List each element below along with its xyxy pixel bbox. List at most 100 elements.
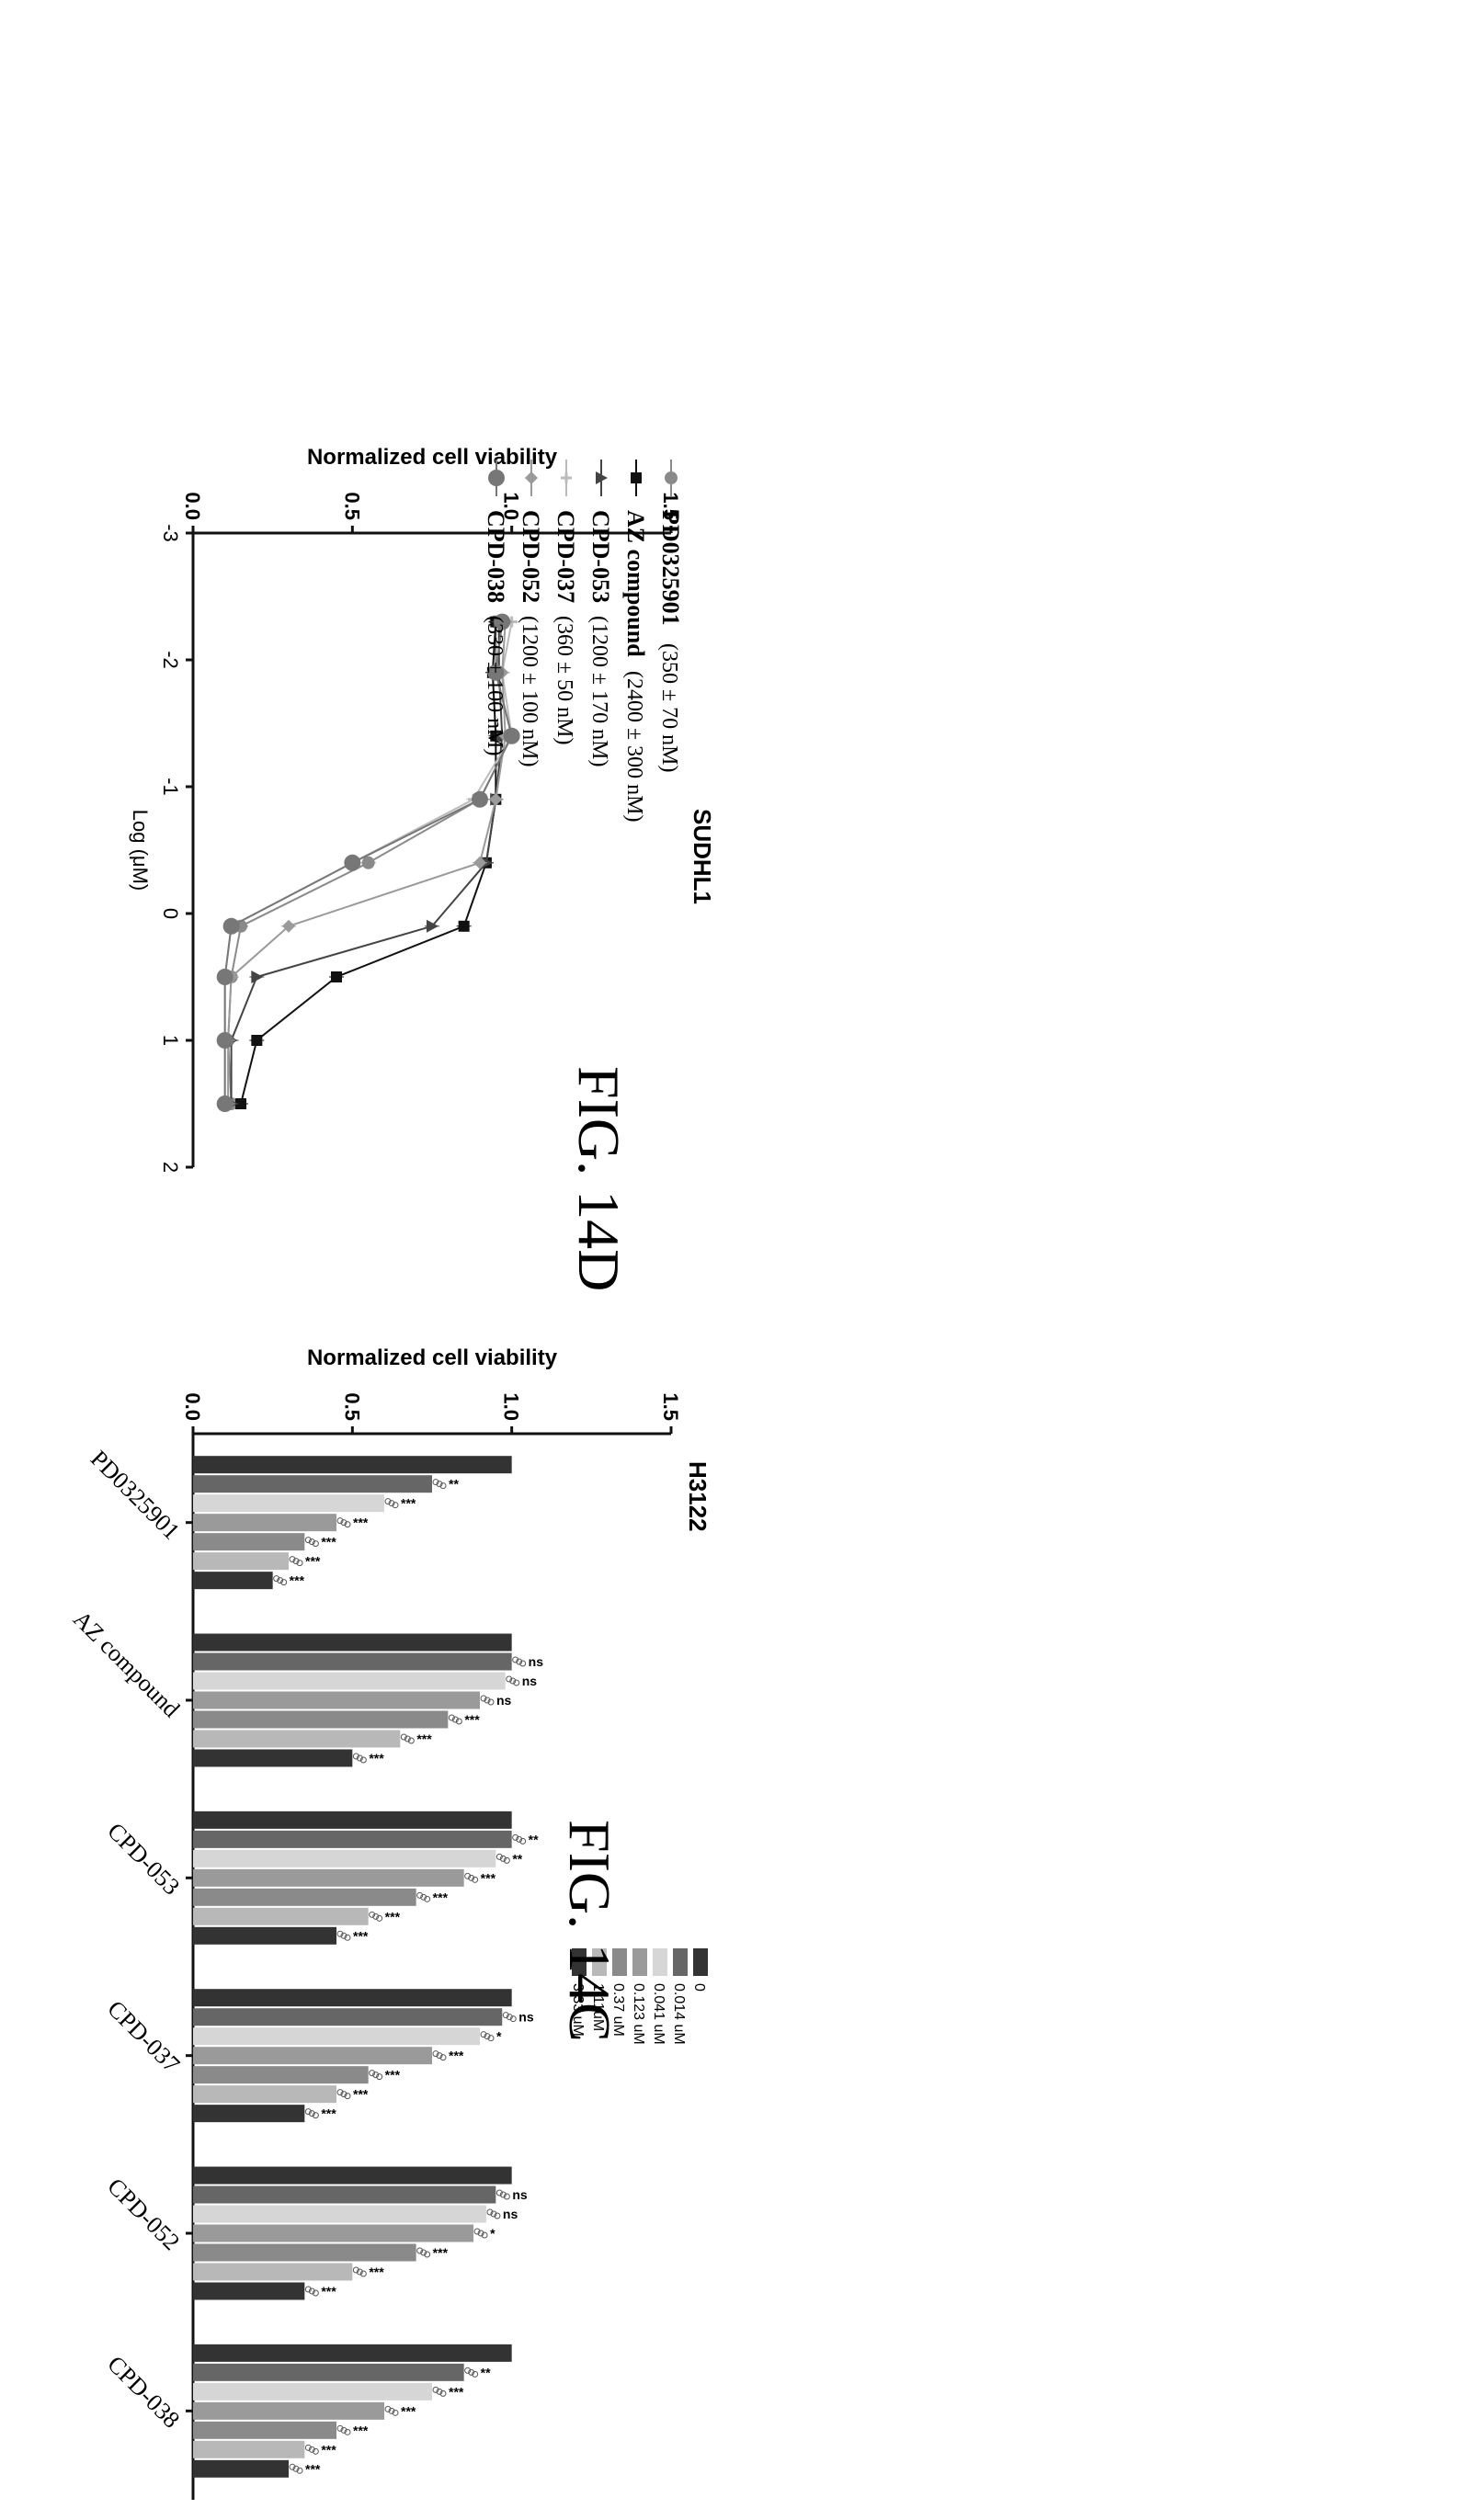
data-point (273, 1575, 280, 1583)
marker-big-circle (222, 917, 240, 935)
bar (193, 1749, 353, 1767)
data-point (499, 1855, 507, 1862)
data-point (407, 1737, 415, 1744)
bar (193, 2263, 353, 2281)
data-point (416, 1891, 424, 1899)
significance-label: *** (353, 1928, 369, 1943)
marker-big-circle (487, 664, 505, 681)
significance-label: *** (481, 1870, 496, 1885)
figure-label: FIG. 14C (557, 1820, 622, 2042)
marker-big-circle (488, 470, 505, 486)
legend-ic50: (1200 ± 100 nM) (518, 616, 541, 767)
data-point (372, 1913, 380, 1920)
legend-series-name: CPD-037 (552, 510, 579, 603)
legend-series-name: CPD-052 (518, 510, 544, 603)
significance-label: *** (401, 1496, 416, 1511)
chart-title: SUDHL1 (689, 809, 716, 904)
legend-swatch (673, 1948, 688, 1976)
data-point (499, 2191, 507, 2198)
legend-ic50: (350 ± 70 nM) (657, 643, 681, 773)
data-point (352, 2266, 359, 2274)
bar (193, 2166, 512, 2185)
data-point (308, 2446, 315, 2453)
marker-big-circle (494, 613, 511, 630)
legend-label: 0.123 uM (631, 1983, 646, 2045)
data-point (484, 1697, 491, 1704)
data-point (344, 2093, 351, 2100)
legend-ic50: (1200 ± 170 nM) (587, 616, 611, 767)
data-point (516, 1835, 523, 1843)
data-point (439, 1482, 447, 1490)
data-point (502, 2012, 509, 2019)
data-point (312, 2289, 319, 2297)
marker-big-circle (344, 854, 361, 871)
bar (193, 2440, 305, 2458)
marker-square (331, 971, 342, 982)
figure-label: FIG. 14D (566, 1066, 632, 1291)
data-point (340, 1932, 347, 1939)
bar (193, 1494, 384, 1513)
data-point (484, 2033, 491, 2040)
bar (193, 1710, 449, 1729)
bar (193, 1633, 512, 1652)
significance-label: ns (503, 2207, 518, 2221)
bar (192, 1849, 496, 1867)
data-point (487, 2035, 495, 2042)
legend-swatch (693, 1948, 708, 1976)
data-point (312, 2447, 319, 2455)
category-label: PD0325901 (85, 1446, 185, 1545)
data-point (369, 1911, 376, 1918)
significance-label: *** (353, 1515, 369, 1530)
data-point (376, 1914, 383, 1922)
bar (193, 1830, 512, 1848)
data-point (432, 2386, 439, 2393)
bar (193, 1552, 289, 1571)
significance-label: *** (321, 2284, 336, 2299)
legend-swatch (572, 1948, 587, 1976)
data-point (304, 2286, 312, 2293)
data-point (280, 1579, 288, 1586)
data-point (468, 1874, 475, 1881)
data-point (296, 2467, 303, 2474)
category-label: CPD-038 (102, 2351, 185, 2434)
significance-label: *** (369, 2265, 384, 2279)
data-point (506, 2014, 513, 2021)
legend-ic50: (360 ± 50 nM) (552, 616, 576, 745)
category-label: CPD-052 (102, 2173, 185, 2255)
bar (193, 1926, 336, 1945)
bar (193, 1475, 432, 1493)
significance-label: *** (353, 2423, 369, 2437)
data-point (289, 1556, 296, 1563)
significance-label: *** (321, 2106, 336, 2121)
y-axis-label: Normalized cell viability (307, 1345, 558, 1370)
category-label: CPD-037 (102, 1995, 185, 2078)
bar (193, 2105, 305, 2123)
data-point (372, 2072, 380, 2079)
marker-square (235, 1098, 246, 1109)
bar (193, 2363, 464, 2381)
significance-label: *** (321, 2442, 336, 2457)
bar (193, 1514, 336, 1532)
y-tick-label: 1.5 (659, 1392, 682, 1421)
data-point (439, 2054, 447, 2061)
significance-label: *** (449, 2384, 464, 2399)
significance-label: ** (529, 1832, 539, 1846)
bar (193, 2401, 384, 2420)
y-tick-label: 0.5 (340, 1392, 363, 1421)
bar (193, 2459, 289, 2478)
data-point (359, 1756, 367, 1764)
data-point (336, 2089, 344, 2096)
significance-label: *** (449, 2049, 464, 2063)
data-point (308, 1538, 315, 1546)
legend-label: 0 (691, 1983, 707, 1992)
bar (193, 1868, 464, 1887)
significance-label: * (496, 2029, 502, 2044)
bar (193, 2085, 336, 2104)
marker-triangle (251, 971, 264, 983)
y-axis-label: Normalized cell viability (307, 445, 558, 470)
data-point (439, 2389, 447, 2397)
marker-square (458, 920, 470, 932)
data-point (480, 1695, 487, 1702)
bar (192, 1907, 369, 1925)
bar (193, 1456, 512, 1474)
